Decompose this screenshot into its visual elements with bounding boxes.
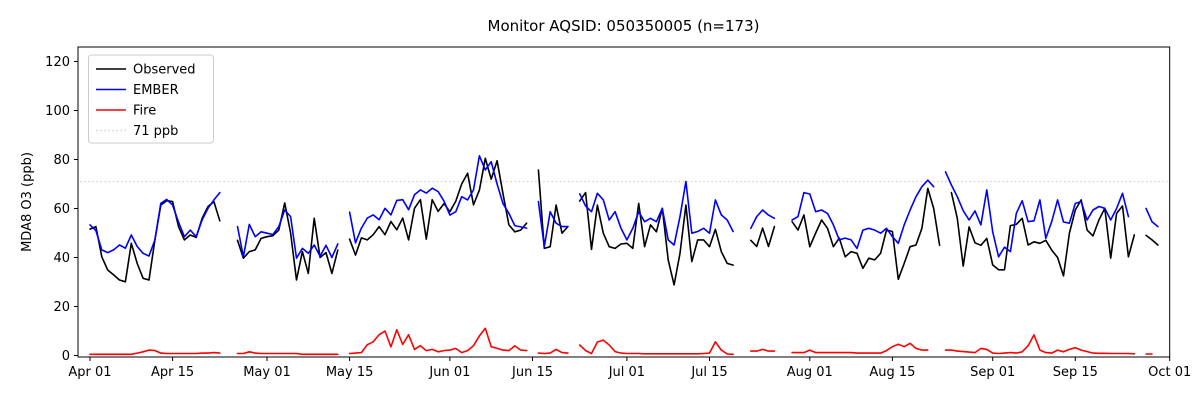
series-line-observed xyxy=(89,157,1159,286)
y-tick-label: 120 xyxy=(45,55,70,70)
y-axis-label: MDA8 O3 (ppb) xyxy=(20,152,35,252)
legend-entry-label: EMBER xyxy=(133,83,179,98)
legend-entry-label: Fire xyxy=(133,104,156,119)
x-tick-label: Aug 01 xyxy=(787,365,833,380)
x-tick-label: May 15 xyxy=(326,365,374,380)
y-tick-label: 60 xyxy=(53,202,70,217)
series-line-fire xyxy=(89,327,1153,356)
x-tick-label: Sep 15 xyxy=(1053,365,1098,380)
legend-box xyxy=(88,54,214,144)
legend-entry-label: Observed xyxy=(133,63,196,78)
y-tick-label: 20 xyxy=(53,300,70,315)
axes-frame xyxy=(77,46,1171,358)
chart-title: Monitor AQSID: 050350005 (n=173) xyxy=(488,17,760,35)
x-tick-label: Apr 15 xyxy=(151,365,194,380)
legend: Observed EMBER Fire 71 ppb xyxy=(88,54,214,144)
legend-entry-label: 71 ppb xyxy=(133,124,178,139)
x-tick-label: Jun 01 xyxy=(428,365,470,380)
y-tick-label: 0 xyxy=(62,349,70,364)
y-axis: 0 20 40 60 80 100 120 xyxy=(45,55,78,364)
x-tick-label: Apr 01 xyxy=(68,365,111,380)
x-tick-label: Jul 15 xyxy=(690,365,727,380)
y-tick-label: 80 xyxy=(53,153,70,168)
plot-area: 0 20 40 60 80 100 120 Apr 01 Apr 15 May 01 May 15 J… xyxy=(45,46,1191,380)
y-tick-label: 100 xyxy=(45,104,70,119)
x-axis: Apr 01 Apr 15 May 01 May 15 Jun 01 Jun 15 Jul … xyxy=(68,357,1191,380)
x-tick-label: May 01 xyxy=(243,365,291,380)
x-tick-label: Oct 01 xyxy=(1148,365,1191,380)
series-line-ember xyxy=(89,155,1159,259)
x-tick-label: Jul 01 xyxy=(608,365,645,380)
y-tick-label: 40 xyxy=(53,251,70,266)
x-tick-label: Sep 01 xyxy=(970,365,1015,380)
x-tick-label: Jun 15 xyxy=(511,365,553,380)
x-tick-label: Aug 15 xyxy=(869,365,915,380)
